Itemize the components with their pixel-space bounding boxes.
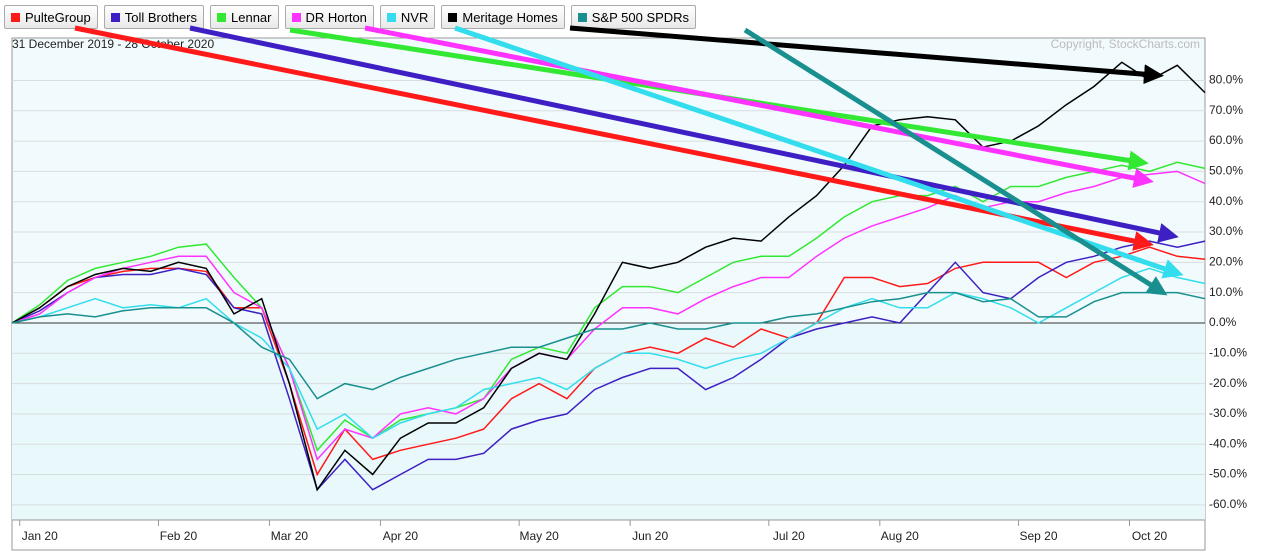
legend-item[interactable]: Lennar (210, 5, 279, 29)
series-line (11, 291, 1206, 400)
y-tick-label: -10.0% (1209, 345, 1247, 359)
legend-swatch (448, 12, 458, 22)
legend-label: PulteGroup (25, 9, 91, 25)
series-line (11, 267, 1206, 440)
x-tick-label: Jul 20 (773, 529, 805, 543)
y-tick-label: -30.0% (1209, 406, 1247, 420)
x-tick-label: Oct 20 (1132, 529, 1168, 543)
legend-item[interactable]: Meritage Homes (441, 5, 565, 29)
legend-item[interactable]: DR Horton (284, 5, 374, 29)
y-tick-label: 80.0% (1209, 73, 1243, 87)
annotation-arrow (569, 25, 1164, 85)
annotation-arrow (454, 25, 1184, 279)
legend-label: NVR (400, 9, 429, 25)
legend-label: S&P 500 SPDRs (591, 9, 690, 25)
y-tick-label: 60.0% (1209, 133, 1243, 147)
legend-swatch (577, 12, 587, 22)
copyright: Copyright, StockCharts.com (1051, 37, 1200, 51)
annotation-arrow (364, 25, 1154, 188)
x-axis (11, 519, 1206, 551)
y-tick-label: 10.0% (1209, 285, 1243, 299)
y-tick-label: 0.0% (1209, 315, 1237, 329)
legend-label: DR Horton (305, 9, 367, 25)
y-tick-label: -60.0% (1209, 497, 1247, 511)
x-tick-label: May 20 (519, 529, 559, 543)
legend-swatch (386, 12, 396, 22)
legend-item[interactable]: S&P 500 SPDRs (570, 5, 697, 29)
x-tick-label: Apr 20 (383, 529, 419, 543)
x-tick-label: Sep 20 (1020, 529, 1058, 543)
y-tick-label: -20.0% (1209, 376, 1247, 390)
y-tick-label: -50.0% (1209, 467, 1247, 481)
x-tick-label: Mar 20 (271, 529, 309, 543)
legend: PulteGroup Toll Brothers Lennar DR Horton NV… (4, 5, 697, 29)
legend-label: Lennar (231, 9, 272, 25)
legend-item[interactable]: PulteGroup (4, 5, 98, 29)
x-tick-label: Jan 20 (22, 529, 58, 543)
y-tick-label: 70.0% (1209, 103, 1243, 117)
x-tick-label: Feb 20 (160, 529, 198, 543)
annotation-arrow (743, 27, 1168, 296)
legend-swatch (11, 12, 20, 22)
legend-swatch (217, 12, 227, 22)
y-tick-label: 50.0% (1209, 164, 1243, 178)
negative-band (12, 322, 1205, 520)
y-tick-label: 20.0% (1209, 254, 1243, 268)
legend-swatch (110, 12, 120, 22)
y-tick-label: 30.0% (1209, 224, 1243, 238)
x-tick-label: Aug 20 (881, 529, 919, 543)
legend-label: Meritage Homes (462, 9, 558, 25)
legend-label: Toll Brothers (124, 9, 198, 25)
legend-item[interactable]: Toll Brothers (103, 5, 205, 29)
x-tick-label: Jun 20 (632, 529, 668, 543)
annotation-arrow (189, 25, 1179, 243)
y-tick-label: 40.0% (1209, 194, 1243, 208)
legend-item[interactable]: NVR (379, 5, 436, 29)
annotation-arrow (74, 25, 1154, 251)
y-tick-label: -40.0% (1209, 436, 1247, 450)
series-line (11, 161, 1206, 452)
legend-swatch (291, 12, 301, 22)
series-line (11, 240, 1206, 492)
